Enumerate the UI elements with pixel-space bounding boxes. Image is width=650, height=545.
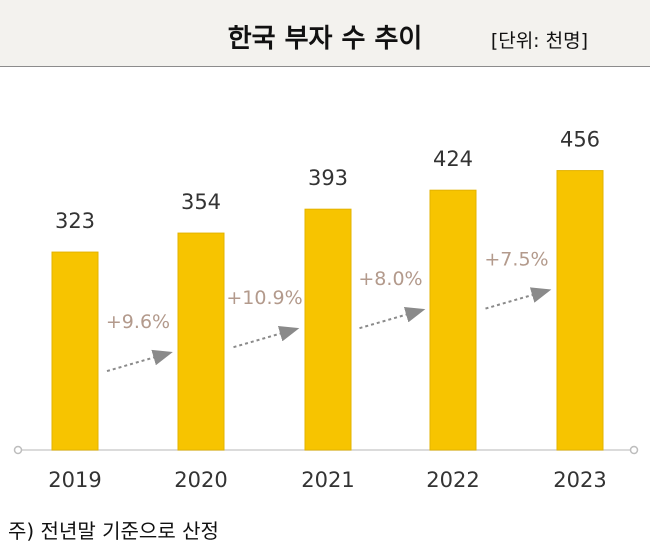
bar-2019	[51, 251, 99, 451]
chart-title: 한국 부자 수 추이	[227, 24, 423, 54]
bar-2020	[177, 232, 225, 451]
x-tick-label-2020: 2020	[174, 468, 227, 492]
growth-label-1: +9.6%	[106, 311, 170, 333]
data-label-2021: 393	[308, 166, 348, 190]
growth-arrow-4	[485, 287, 552, 310]
growth-label-3: +8.0%	[358, 268, 422, 290]
x-tick-label-2019: 2019	[48, 468, 101, 492]
x-tick-label-2021: 2021	[301, 468, 354, 492]
data-label-2020: 354	[181, 190, 221, 214]
axis-start-dot	[13, 445, 23, 455]
growth-arrow-2	[233, 325, 300, 349]
growth-label-4: +7.5%	[484, 249, 548, 271]
data-label-2019: 323	[55, 209, 95, 233]
data-label-2022: 424	[433, 147, 473, 171]
bar-2021	[304, 208, 352, 451]
data-label-2023: 456	[560, 128, 600, 152]
footnote: 주) 전년말 기준으로 산정	[8, 519, 219, 543]
growth-arrow-1	[106, 349, 173, 373]
x-tick-label-2023: 2023	[553, 468, 606, 492]
bar-2022	[429, 189, 477, 451]
growth-label-2: +10.9%	[226, 287, 302, 309]
axis-end-dot	[629, 445, 639, 455]
unit-label: [단위: 천명]	[490, 30, 588, 52]
bar-chart: 323 2019 354 2020 393 2021 424 2022 456 2023 +9.6%…	[13, 128, 639, 492]
bar-2023	[556, 170, 604, 451]
x-tick-label-2022: 2022	[426, 468, 479, 492]
growth-arrow-3	[359, 306, 426, 330]
chart-header: 한국 부자 수 추이 [단위: 천명]	[0, 0, 650, 67]
